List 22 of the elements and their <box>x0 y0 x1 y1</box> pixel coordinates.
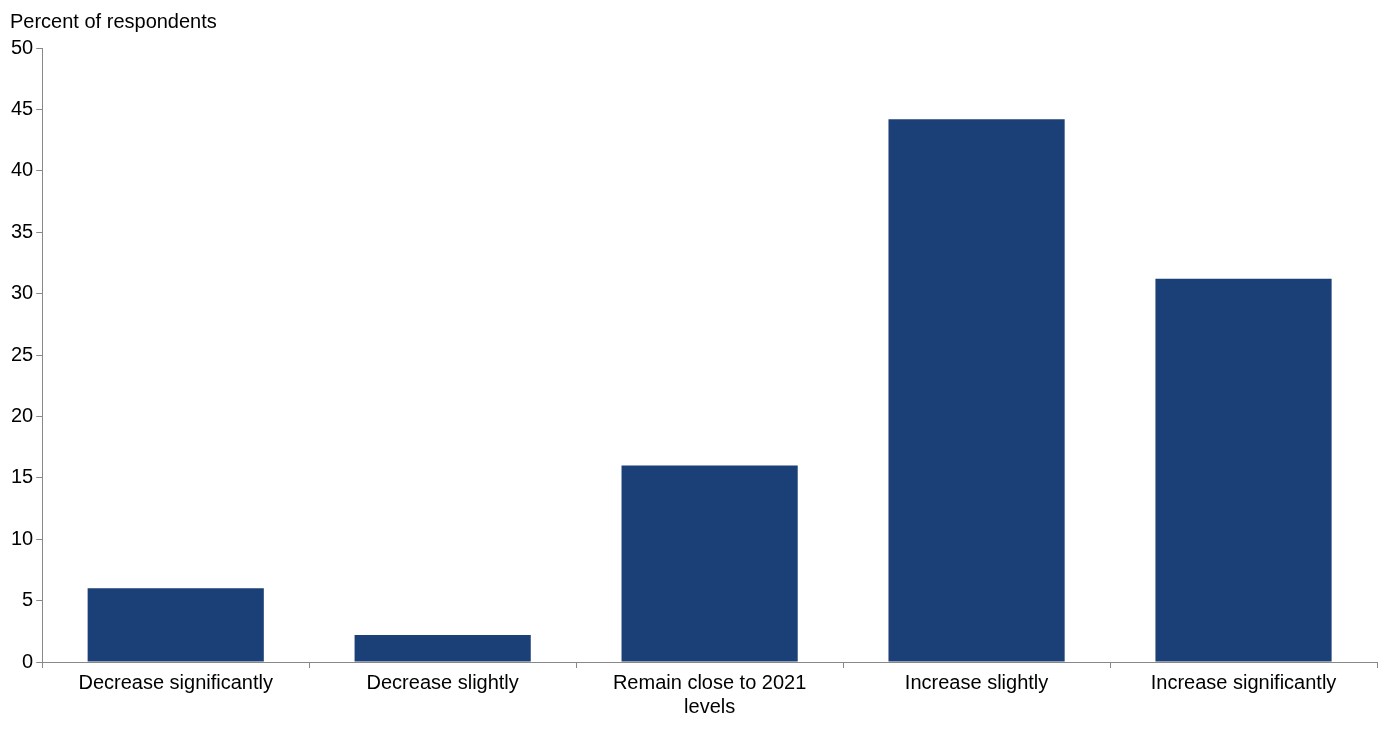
x-tick-label: Increase slightly <box>904 670 1049 693</box>
bar <box>354 634 531 662</box>
y-tick-label: 40 <box>11 158 34 181</box>
y-axis-title: Percent of respondents <box>10 9 217 32</box>
bar <box>621 465 798 662</box>
y-tick-label: 15 <box>11 465 34 488</box>
y-tick-label: 5 <box>22 588 34 611</box>
bar <box>1155 278 1332 662</box>
y-tick-label: 50 <box>11 35 34 58</box>
y-tick-label: 25 <box>11 342 34 365</box>
bar <box>87 588 264 662</box>
y-tick-label: 20 <box>11 403 34 426</box>
x-tick-label: Remain close to 2021 levels <box>612 670 807 717</box>
x-tick-label: Decrease significantly <box>78 670 273 693</box>
y-tick-label: 35 <box>11 219 34 242</box>
bar <box>888 119 1065 662</box>
x-tick-label: Decrease slightly <box>366 670 519 693</box>
y-tick-label: 0 <box>22 649 34 672</box>
y-tick-label: 30 <box>11 281 34 304</box>
x-tick-label: Increase significantly <box>1150 670 1337 693</box>
y-tick-label: 45 <box>11 96 34 119</box>
y-tick-label: 10 <box>11 526 34 549</box>
